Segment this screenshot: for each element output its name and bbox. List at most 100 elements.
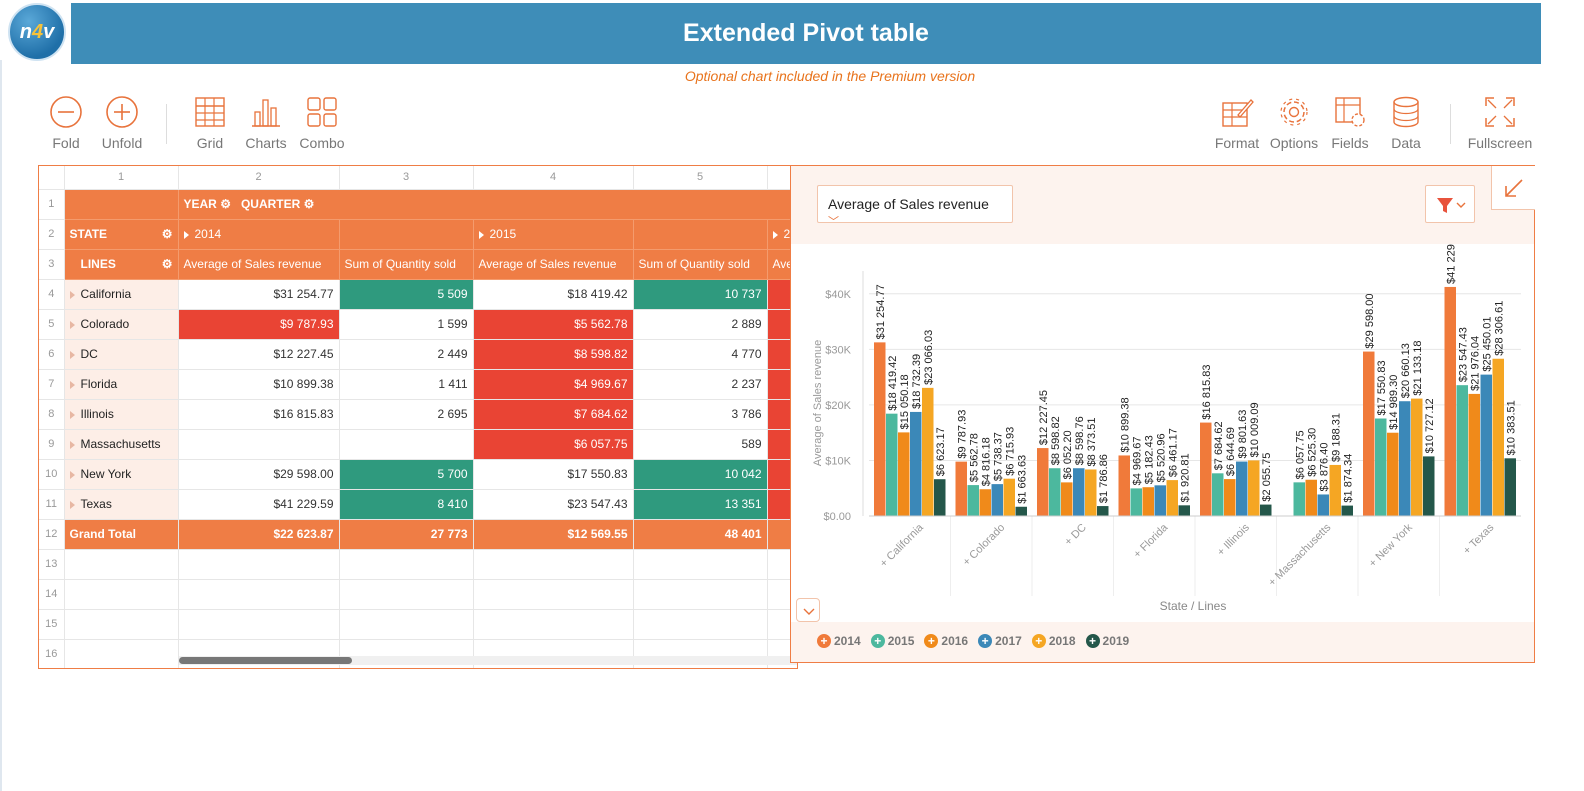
value-cell[interactable]: $18 419.42: [473, 279, 634, 310]
value-cell[interactable]: 4 770: [633, 339, 768, 370]
value-cell[interactable]: 3 786: [633, 399, 768, 430]
grand-total-value[interactable]: 27 773: [339, 519, 474, 550]
row-header-state[interactable]: Florida: [64, 369, 179, 400]
value-cell[interactable]: 5 700: [339, 459, 474, 490]
value-cell[interactable]: 2 889: [633, 309, 768, 340]
collapse-chart-button[interactable]: [1491, 166, 1535, 210]
empty-cell[interactable]: [633, 579, 768, 610]
expand-arrow-icon[interactable]: [69, 440, 75, 449]
grand-total-value[interactable]: $12 569.55: [473, 519, 634, 550]
value-cell[interactable]: $17 550.83: [473, 459, 634, 490]
measure-select[interactable]: Average of Sales revenue ﹀: [817, 185, 1013, 228]
empty-cell[interactable]: [64, 639, 179, 668]
empty-cell[interactable]: [178, 549, 340, 580]
expand-arrow-icon[interactable]: [69, 500, 75, 509]
year-gear-icon[interactable]: ⚙: [220, 197, 231, 211]
empty-cell[interactable]: [473, 579, 634, 610]
quarter-field[interactable]: QUARTER: [240, 197, 301, 211]
legend-item[interactable]: +2015: [870, 634, 914, 648]
horizontal-scroll-track[interactable]: [179, 656, 797, 665]
fullscreen-button[interactable]: Fullscreen: [1466, 95, 1534, 155]
expand-arrow-icon[interactable]: [69, 290, 75, 299]
empty-cell[interactable]: [473, 549, 634, 580]
empty-cell[interactable]: [178, 609, 340, 640]
expand-arrow-icon[interactable]: [69, 320, 75, 329]
year-header-2014[interactable]: 2014: [178, 219, 340, 250]
value-cell[interactable]: 10 737: [633, 279, 768, 310]
value-cell[interactable]: 589: [633, 429, 768, 460]
state-gear-icon[interactable]: ⚙: [161, 227, 173, 241]
expand-arrow-icon[interactable]: [69, 410, 75, 419]
fields-button[interactable]: Fields: [1328, 95, 1372, 155]
empty-cell[interactable]: [633, 609, 768, 640]
value-cell[interactable]: $41 229.59: [178, 489, 340, 520]
row-header-state[interactable]: New York: [64, 459, 179, 490]
legend-item[interactable]: +2018: [1031, 634, 1076, 648]
year-header-2015[interactable]: 2015: [473, 219, 634, 250]
unfold-button[interactable]: Unfold: [100, 95, 144, 155]
measure-header[interactable]: Average of Sales revenue: [178, 249, 340, 280]
value-cell[interactable]: 2 695: [339, 399, 474, 430]
value-cell[interactable]: $9 787.93: [178, 309, 340, 340]
fold-button[interactable]: Fold: [46, 95, 86, 155]
empty-cell[interactable]: [339, 609, 474, 640]
quarter-gear-icon[interactable]: ⚙: [303, 197, 315, 211]
legend-item[interactable]: +2016: [924, 634, 968, 648]
row-header-state[interactable]: Massachusetts: [64, 429, 179, 460]
measure-header[interactable]: Average of Sales revenue: [473, 249, 634, 280]
legend-item[interactable]: +2017: [978, 634, 1022, 648]
value-cell[interactable]: $12 227.45: [178, 339, 340, 370]
grand-total-value[interactable]: $22 623.87: [178, 519, 340, 550]
value-cell[interactable]: 10 042: [633, 459, 768, 490]
value-cell[interactable]: $23 547.43: [473, 489, 634, 520]
expand-arrow-icon[interactable]: [478, 230, 484, 239]
expand-arrow-icon[interactable]: [69, 470, 75, 479]
legend-item[interactable]: +2014: [817, 634, 861, 648]
legend-toggle-button[interactable]: [796, 598, 820, 622]
empty-cell[interactable]: [178, 579, 340, 610]
value-cell[interactable]: 2 449: [339, 339, 474, 370]
lines-field-header[interactable]: LINES ⚙: [64, 249, 179, 280]
value-cell[interactable]: [178, 429, 340, 460]
value-cell[interactable]: $16 815.83: [178, 399, 340, 430]
grid-button[interactable]: Grid: [190, 95, 230, 155]
measure-header[interactable]: Sum of Quantity sold: [633, 249, 768, 280]
value-cell[interactable]: 13 351: [633, 489, 768, 520]
value-cell[interactable]: $5 562.78: [473, 309, 634, 340]
horizontal-scrollbar[interactable]: [179, 657, 352, 664]
row-header-state[interactable]: Illinois: [64, 399, 179, 430]
year-field[interactable]: YEAR: [183, 197, 217, 211]
value-cell[interactable]: 1 411: [339, 369, 474, 400]
expand-arrow-icon[interactable]: [772, 230, 778, 239]
value-cell[interactable]: $7 684.62: [473, 399, 634, 430]
lines-gear-icon[interactable]: ⚙: [161, 257, 173, 271]
expand-arrow-icon[interactable]: [183, 230, 189, 239]
pivot-grid[interactable]: 1 2 3 4 5 1 YEAR ⚙ QUARTER ⚙ 2 STATE ⚙ 20…: [38, 165, 798, 669]
value-cell[interactable]: $4 969.67: [473, 369, 634, 400]
legend-item[interactable]: +2019: [1085, 634, 1129, 648]
value-cell[interactable]: 5 509: [339, 279, 474, 310]
empty-cell[interactable]: [473, 609, 634, 640]
value-cell[interactable]: $6 057.75: [473, 429, 634, 460]
data-button[interactable]: Data: [1386, 95, 1426, 155]
empty-cell[interactable]: [64, 579, 179, 610]
state-field-header[interactable]: STATE ⚙: [64, 219, 179, 250]
row-header-state[interactable]: Colorado: [64, 309, 179, 340]
filter-button[interactable]: [1425, 185, 1475, 223]
options-button[interactable]: Options: [1268, 95, 1320, 155]
value-cell[interactable]: 1 599: [339, 309, 474, 340]
grand-total-value[interactable]: 48 401: [633, 519, 768, 550]
expand-arrow-icon[interactable]: [69, 380, 75, 389]
empty-cell[interactable]: [339, 549, 474, 580]
value-cell[interactable]: $29 598.00: [178, 459, 340, 490]
empty-cell[interactable]: [64, 549, 179, 580]
empty-cell[interactable]: [64, 609, 179, 640]
format-button[interactable]: Format: [1212, 95, 1262, 155]
row-header-state[interactable]: California: [64, 279, 179, 310]
value-cell[interactable]: $8 598.82: [473, 339, 634, 370]
combo-button[interactable]: Combo: [298, 95, 346, 155]
charts-button[interactable]: Charts: [243, 95, 289, 155]
measure-header[interactable]: Sum of Quantity sold: [339, 249, 474, 280]
row-header-state[interactable]: DC: [64, 339, 179, 370]
value-cell[interactable]: 8 410: [339, 489, 474, 520]
